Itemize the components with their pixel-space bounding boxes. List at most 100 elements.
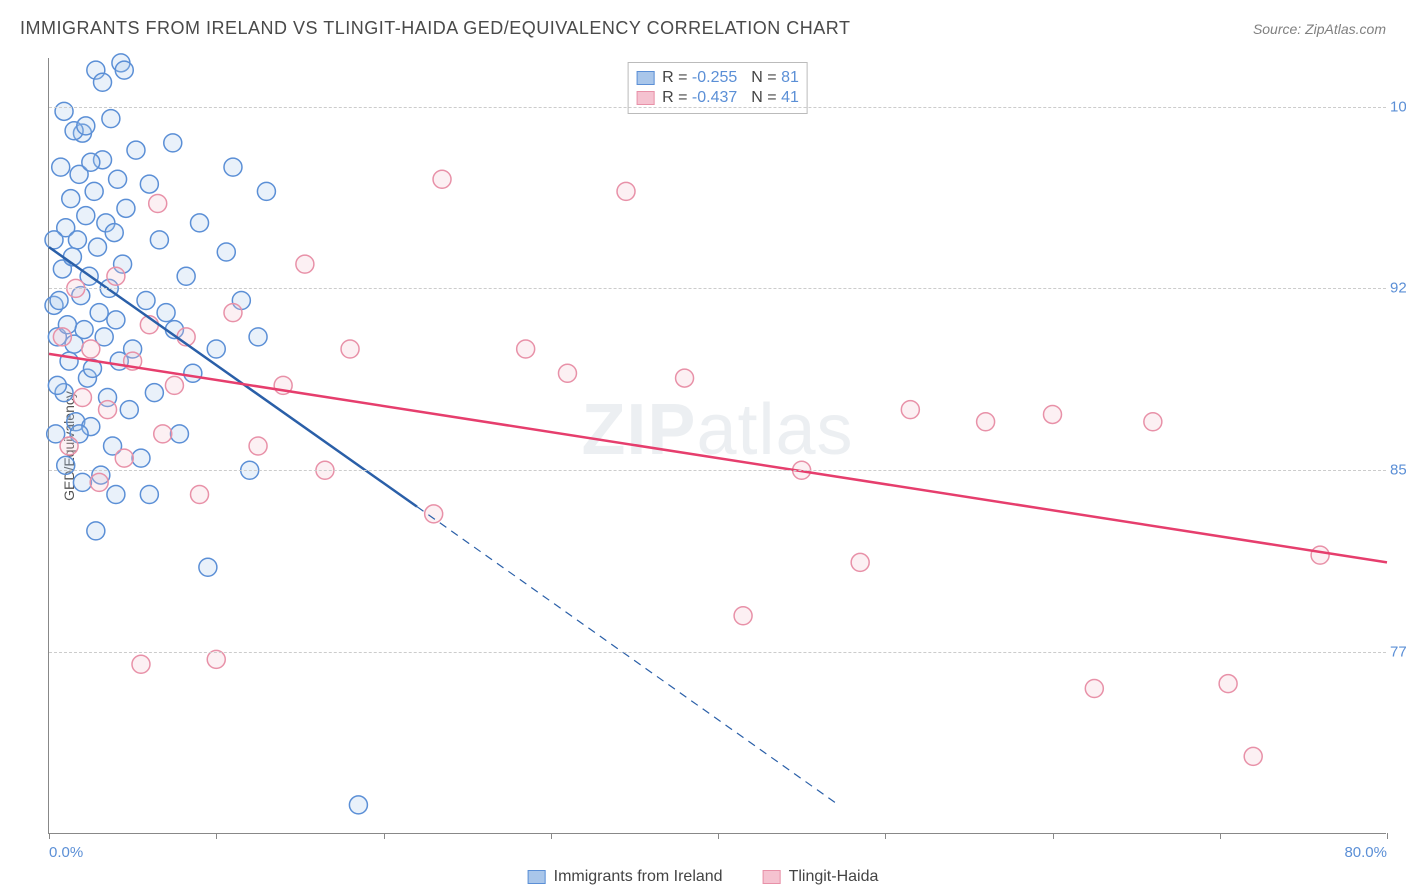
stat-text-tlingit: R = -0.437N = 41 [662, 89, 799, 107]
scatter-point-tlingit [1219, 675, 1237, 693]
scatter-point-ireland [127, 141, 145, 159]
bottom-legend: Immigrants from Ireland Tlingit-Haida [528, 868, 879, 886]
x-tick [384, 833, 385, 839]
scatter-point-ireland [55, 102, 73, 120]
x-tick-label: 0.0% [49, 844, 83, 861]
legend-swatch-ireland [528, 870, 546, 884]
scatter-point-tlingit [676, 369, 694, 387]
scatter-point-tlingit [341, 340, 359, 358]
x-tick [216, 833, 217, 839]
scatter-point-ireland [132, 449, 150, 467]
scatter-point-ireland [199, 558, 217, 576]
scatter-point-tlingit [901, 401, 919, 419]
swatch-tlingit [636, 91, 654, 105]
trend-line-ext-ireland [417, 507, 835, 803]
scatter-point-ireland [75, 321, 93, 339]
scatter-point-tlingit [1044, 405, 1062, 423]
scatter-point-ireland [191, 214, 209, 232]
scatter-point-tlingit [1311, 546, 1329, 564]
scatter-point-tlingit [617, 182, 635, 200]
legend-label-ireland: Immigrants from Ireland [554, 868, 723, 886]
scatter-point-ireland [177, 267, 195, 285]
scatter-point-ireland [157, 304, 175, 322]
scatter-point-ireland [90, 304, 108, 322]
scatter-point-ireland [249, 328, 267, 346]
scatter-point-tlingit [1244, 747, 1262, 765]
scatter-point-ireland [85, 182, 103, 200]
scatter-point-tlingit [73, 389, 91, 407]
gridline-h [49, 470, 1386, 471]
scatter-point-ireland [68, 231, 86, 249]
scatter-point-ireland [52, 158, 70, 176]
scatter-point-ireland [87, 522, 105, 540]
x-tick-label: 80.0% [1344, 844, 1387, 861]
scatter-point-tlingit [107, 267, 125, 285]
scatter-point-ireland [207, 340, 225, 358]
scatter-point-tlingit [224, 304, 242, 322]
chart-container: IMMIGRANTS FROM IRELAND VS TLINGIT-HAIDA… [0, 0, 1406, 892]
scatter-point-ireland [164, 134, 182, 152]
scatter-point-tlingit [191, 486, 209, 504]
plot-area: ZIPatlas R = -0.255N = 81R = -0.437N = 4… [48, 58, 1386, 834]
legend-label-tlingit: Tlingit-Haida [789, 868, 879, 886]
gridline-h [49, 288, 1386, 289]
legend-item-tlingit: Tlingit-Haida [763, 868, 879, 886]
scatter-point-ireland [57, 456, 75, 474]
scatter-point-tlingit [60, 437, 78, 455]
stat-text-ireland: R = -0.255N = 81 [662, 69, 799, 87]
scatter-point-ireland [224, 158, 242, 176]
y-tick-label: 100.0% [1390, 98, 1406, 115]
scatter-point-ireland [94, 73, 112, 91]
scatter-point-ireland [137, 292, 155, 310]
gridline-h [49, 652, 1386, 653]
scatter-point-tlingit [1144, 413, 1162, 431]
scatter-point-tlingit [115, 449, 133, 467]
scatter-point-ireland [73, 473, 91, 491]
scatter-point-ireland [107, 486, 125, 504]
scatter-point-ireland [102, 110, 120, 128]
scatter-point-ireland [89, 238, 107, 256]
y-tick-label: 92.5% [1390, 280, 1406, 297]
scatter-point-tlingit [734, 607, 752, 625]
scatter-point-ireland [115, 61, 133, 79]
scatter-point-tlingit [296, 255, 314, 273]
x-tick [49, 833, 50, 839]
scatter-point-ireland [170, 425, 188, 443]
scatter-point-ireland [145, 384, 163, 402]
scatter-point-ireland [105, 224, 123, 242]
y-tick-label: 85.0% [1390, 462, 1406, 479]
scatter-point-tlingit [1085, 680, 1103, 698]
x-tick [1387, 833, 1388, 839]
scatter-point-ireland [62, 190, 80, 208]
stat-row-tlingit: R = -0.437N = 41 [636, 89, 799, 107]
scatter-point-tlingit [165, 376, 183, 394]
scatter-point-tlingit [851, 553, 869, 571]
y-tick-label: 77.5% [1390, 644, 1406, 661]
scatter-point-tlingit [517, 340, 535, 358]
scatter-point-ireland [77, 207, 95, 225]
chart-title: IMMIGRANTS FROM IRELAND VS TLINGIT-HAIDA… [20, 18, 850, 39]
scatter-point-ireland [77, 117, 95, 135]
scatter-point-tlingit [53, 328, 71, 346]
scatter-point-ireland [109, 170, 127, 188]
scatter-point-tlingit [154, 425, 172, 443]
scatter-point-ireland [257, 182, 275, 200]
scatter-point-tlingit [149, 195, 167, 213]
scatter-point-tlingit [132, 655, 150, 673]
gridline-h [49, 107, 1386, 108]
swatch-ireland [636, 71, 654, 85]
scatter-point-tlingit [90, 473, 108, 491]
scatter-point-ireland [349, 796, 367, 814]
scatter-point-ireland [140, 175, 158, 193]
scatter-point-ireland [107, 311, 125, 329]
scatter-point-tlingit [558, 364, 576, 382]
x-tick [718, 833, 719, 839]
scatter-point-ireland [217, 243, 235, 261]
scatter-point-tlingit [433, 170, 451, 188]
scatter-point-tlingit [99, 401, 117, 419]
scatter-point-tlingit [249, 437, 267, 455]
scatter-point-ireland [117, 199, 135, 217]
x-tick [1053, 833, 1054, 839]
x-tick [1220, 833, 1221, 839]
source-label: Source: ZipAtlas.com [1253, 21, 1386, 37]
